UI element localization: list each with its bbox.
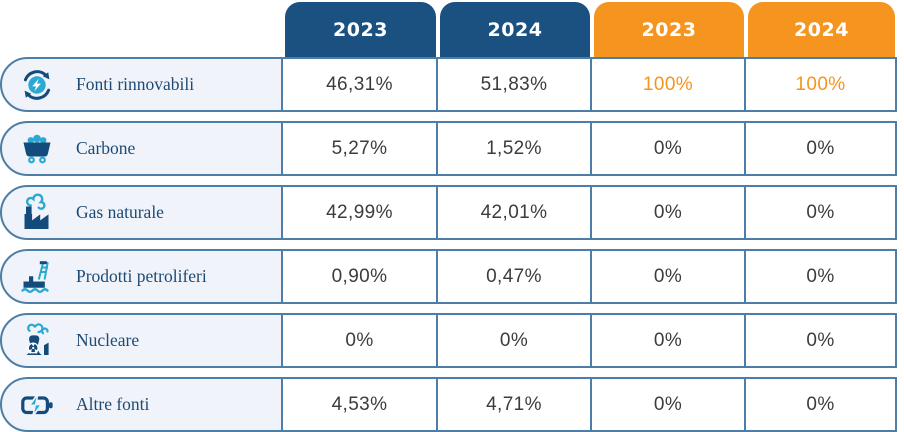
value-cell: 100%: [592, 57, 746, 112]
battery-energy-icon: [15, 384, 59, 426]
column-header-orange-2024: 2024: [748, 2, 895, 57]
row-label-text: Altre fonti: [76, 394, 150, 414]
value-cell: 42,01%: [438, 185, 592, 240]
coal-cart-icon: [15, 128, 59, 170]
value-cell: 0%: [438, 313, 592, 368]
value-cell: 0%: [746, 121, 897, 176]
table-row: Nucleare 0% 0% 0% 0%: [0, 313, 904, 368]
column-header-blue-2023: 2023: [285, 2, 436, 57]
row-label-text: Nucleare: [76, 330, 140, 350]
table-row: Prodotti petroliferi 0,90% 0,47% 0% 0%: [0, 249, 904, 304]
row-label-text: Prodotti petroliferi: [76, 266, 207, 286]
row-label-text: Fonti rinnovabili: [76, 74, 195, 94]
table-row: Fonti rinnovabili 46,31% 51,83% 100% 100…: [0, 57, 904, 112]
table-row: Altre fonti 4,53% 4,71% 0% 0%: [0, 377, 904, 432]
value-cell: 4,53%: [283, 377, 438, 432]
value-cell: 0%: [592, 121, 746, 176]
table-row: Gas naturale 42,99% 42,01% 0% 0%: [0, 185, 904, 240]
value-cell: 46,31%: [283, 57, 438, 112]
value-cell: 42,99%: [283, 185, 438, 240]
gas-factory-icon: [15, 192, 59, 234]
value-cell: 0%: [592, 249, 746, 304]
value-cell: 1,52%: [438, 121, 592, 176]
value-cell: 51,83%: [438, 57, 592, 112]
nuclear-plant-icon: [15, 320, 59, 362]
value-cell: 0,47%: [438, 249, 592, 304]
column-header-orange-2023: 2023: [594, 2, 744, 57]
row-label-carbone: Carbone: [0, 121, 283, 176]
column-header-blue-2024: 2024: [440, 2, 590, 57]
value-cell: 0%: [592, 377, 746, 432]
renewable-energy-icon: [15, 64, 59, 106]
value-cell: 100%: [746, 57, 897, 112]
row-label-text: Carbone: [76, 138, 136, 158]
row-label-prodotti-petroliferi: Prodotti petroliferi: [0, 249, 283, 304]
row-label-nucleare: Nucleare: [0, 313, 283, 368]
value-cell: 0%: [746, 377, 897, 432]
value-cell: 0%: [592, 185, 746, 240]
oil-platform-icon: [15, 256, 59, 298]
value-cell: 0%: [746, 313, 897, 368]
header-spacer: [0, 2, 283, 57]
value-cell: 5,27%: [283, 121, 438, 176]
table-row: Carbone 5,27% 1,52% 0% 0%: [0, 121, 904, 176]
value-cell: 4,71%: [438, 377, 592, 432]
value-cell: 0%: [592, 313, 746, 368]
row-label-gas-naturale: Gas naturale: [0, 185, 283, 240]
row-label-fonti-rinnovabili: Fonti rinnovabili: [0, 57, 283, 112]
row-label-altre-fonti: Altre fonti: [0, 377, 283, 432]
value-cell: 0%: [746, 185, 897, 240]
value-cell: 0%: [746, 249, 897, 304]
value-cell: 0%: [283, 313, 438, 368]
row-label-text: Gas naturale: [76, 202, 164, 222]
table-header-row: 2023 2024 2023 2024: [0, 2, 904, 57]
value-cell: 0,90%: [283, 249, 438, 304]
